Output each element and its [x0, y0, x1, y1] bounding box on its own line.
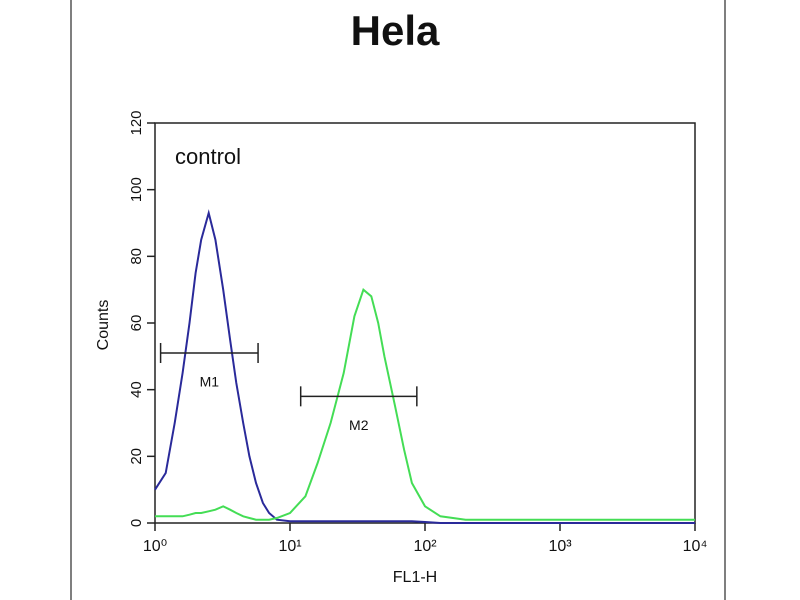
marker-label: M2: [349, 417, 369, 433]
chart-title: Hela: [351, 7, 440, 54]
y-tick-label: 60: [128, 315, 145, 332]
x-tick-label: 10¹: [278, 538, 301, 555]
y-tick-label: 40: [128, 381, 145, 398]
x-tick-label: 10⁰: [143, 538, 167, 555]
y-tick-label: 120: [128, 110, 145, 135]
annotation: control: [175, 144, 241, 169]
y-tick-label: 20: [128, 448, 145, 465]
histogram-line: [155, 287, 695, 521]
x-tick-label: 10⁴: [683, 538, 708, 555]
y-tick-label: 0: [128, 519, 145, 527]
x-tick-label: 10²: [413, 538, 437, 555]
y-tick-label: 100: [128, 177, 145, 202]
x-axis-label: FL1-H: [393, 569, 437, 586]
histogram-line: [154, 209, 695, 524]
y-axis-label: Counts: [95, 300, 112, 351]
marker-label: M1: [200, 374, 220, 390]
x-tick-label: 10³: [548, 538, 572, 555]
y-tick-label: 80: [128, 248, 145, 265]
